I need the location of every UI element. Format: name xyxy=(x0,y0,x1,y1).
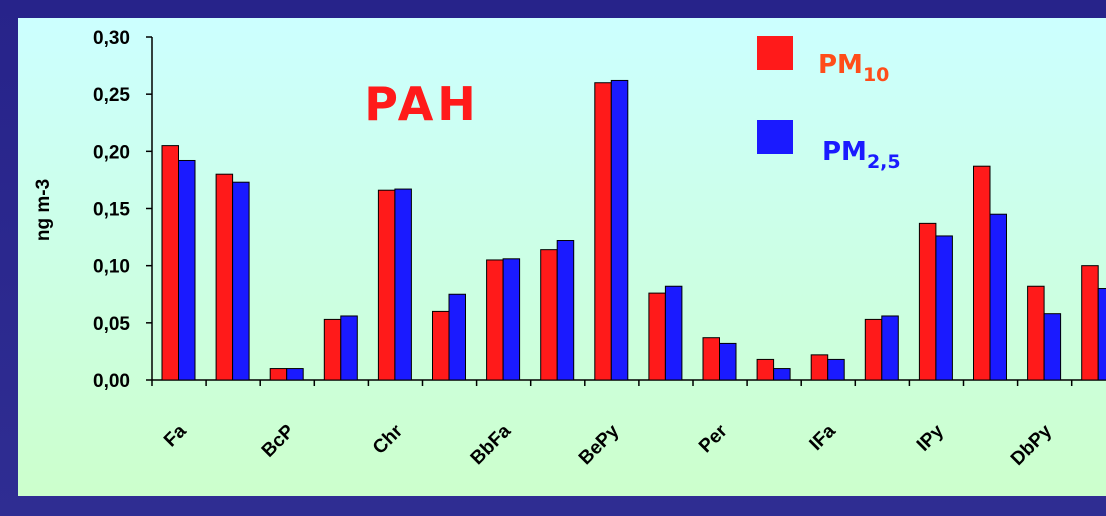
bar-pm10 xyxy=(486,259,504,381)
bar-pm25 xyxy=(610,79,629,381)
chart-title: PAH xyxy=(364,77,480,131)
bar-pm25 xyxy=(232,181,250,381)
y-axis-label: ng m-3 xyxy=(33,179,54,241)
axes: 0,00 0,05 0,10 0,15 0,20 0,25 0,30 xyxy=(93,28,1106,392)
bar-pm10 xyxy=(377,189,396,381)
bar-pm10 xyxy=(973,165,991,381)
bar-pm10 xyxy=(540,249,558,381)
bar-pm25 xyxy=(448,293,466,381)
bar-pm10 xyxy=(648,292,666,381)
bar-pm25 xyxy=(935,235,953,381)
bar-pm10 xyxy=(864,318,883,381)
bar-pm25 xyxy=(989,213,1007,381)
bar-pm10 xyxy=(756,358,775,381)
y-tick-label: 0,05 xyxy=(93,314,130,335)
bar-pm25 xyxy=(340,315,358,381)
bar-pm25 xyxy=(178,159,196,381)
legend: PM10 PM2,5 xyxy=(757,36,901,173)
bar-pm10 xyxy=(1081,265,1099,381)
bar-pm25 xyxy=(881,315,899,381)
y-tick-label: 0,20 xyxy=(93,142,130,163)
bar-pm25 xyxy=(556,240,575,381)
bar-pm10 xyxy=(323,318,342,381)
bar-pm25 xyxy=(719,342,737,381)
y-tick-label: 0,30 xyxy=(93,28,130,49)
bar-pm25 xyxy=(502,258,521,381)
bar-pm10 xyxy=(1027,285,1045,381)
bar-pm10 xyxy=(432,310,450,381)
bar-pm10 xyxy=(161,145,179,381)
legend-swatch-pm10 xyxy=(757,36,793,70)
y-tick-label: 0,10 xyxy=(93,257,130,278)
legend-swatch-pm25 xyxy=(757,120,793,154)
bar-pm25 xyxy=(394,188,412,381)
bar-pm25 xyxy=(827,358,845,381)
bar-pm25 xyxy=(664,285,683,381)
bars-group xyxy=(161,79,1106,381)
bar-pm10 xyxy=(594,82,612,381)
bar-pm25 xyxy=(1097,288,1106,381)
bar-pm10 xyxy=(215,173,234,381)
bar-pm10 xyxy=(810,354,829,381)
legend-label-pm25: PM2,5 xyxy=(822,137,901,173)
bar-pm25 xyxy=(286,368,304,381)
bar-pm25 xyxy=(773,368,791,381)
bar-pm25 xyxy=(1043,313,1062,381)
bar-pm10 xyxy=(702,337,720,381)
y-tick-label: 0,25 xyxy=(93,85,130,106)
bar-pm10 xyxy=(918,222,937,381)
y-tick-label: 0,15 xyxy=(93,200,130,221)
y-tick-label: 0,00 xyxy=(93,371,130,392)
bar-pm10 xyxy=(269,368,288,381)
legend-label-pm10: PM10 xyxy=(818,50,889,86)
